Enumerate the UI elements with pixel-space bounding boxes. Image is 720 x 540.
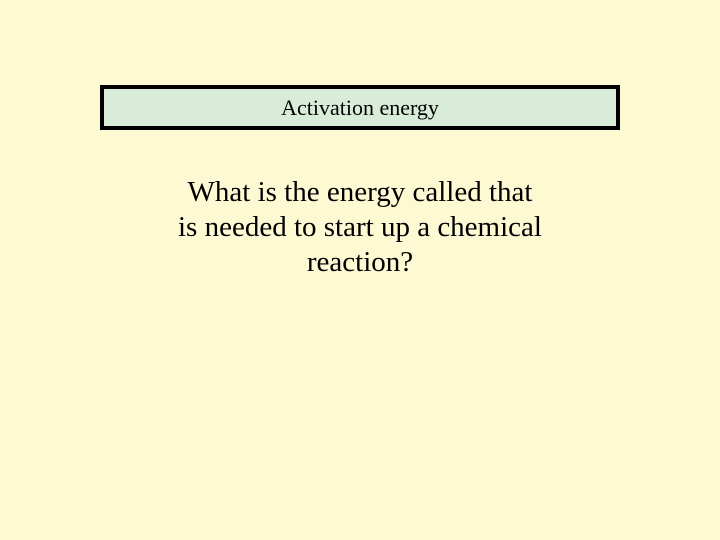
question-block: What is the energy called that is needed… [175, 175, 545, 279]
answer-text: Activation energy [281, 95, 439, 121]
answer-box: Activation energy [100, 85, 620, 130]
question-text: What is the energy called that is needed… [175, 175, 545, 279]
